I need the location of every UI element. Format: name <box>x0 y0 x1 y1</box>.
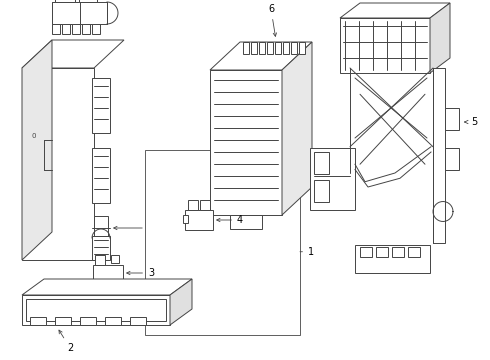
Bar <box>183 215 188 223</box>
Bar <box>340 18 430 73</box>
Bar <box>291 42 297 54</box>
Polygon shape <box>282 42 312 215</box>
Bar <box>376 247 388 257</box>
Bar <box>72 24 80 34</box>
Polygon shape <box>22 40 52 260</box>
Bar <box>445 108 459 130</box>
Bar <box>360 247 372 257</box>
Bar <box>188 200 198 210</box>
Bar <box>445 148 459 170</box>
Text: 0: 0 <box>32 133 36 139</box>
Bar <box>30 317 46 325</box>
Bar <box>243 42 249 54</box>
Polygon shape <box>170 279 192 325</box>
Bar <box>52 2 80 24</box>
Bar <box>210 70 282 215</box>
Bar <box>145 150 300 335</box>
Bar <box>80 317 96 325</box>
Bar <box>82 24 90 34</box>
Bar <box>105 317 121 325</box>
Text: 3: 3 <box>127 268 154 278</box>
Bar <box>251 42 257 54</box>
Bar <box>314 152 329 174</box>
Polygon shape <box>430 3 450 73</box>
Bar <box>52 2 107 24</box>
Bar <box>355 245 430 273</box>
Bar <box>130 317 146 325</box>
Polygon shape <box>210 42 312 70</box>
Bar <box>283 42 289 54</box>
Bar <box>94 216 108 236</box>
Bar <box>55 317 71 325</box>
Bar <box>314 180 329 202</box>
Bar <box>92 24 100 34</box>
Bar <box>52 24 60 34</box>
Text: 5: 5 <box>465 117 477 127</box>
Bar <box>92 148 110 203</box>
Bar <box>55 0 75 2</box>
Bar <box>433 68 445 243</box>
Polygon shape <box>340 3 450 18</box>
Text: 2: 2 <box>59 330 73 353</box>
Bar <box>200 200 210 210</box>
Bar <box>111 255 119 263</box>
Bar <box>299 42 305 54</box>
Text: 1: 1 <box>300 247 314 257</box>
Bar <box>95 255 105 265</box>
Bar <box>259 42 265 54</box>
Polygon shape <box>22 40 124 68</box>
Bar <box>22 68 94 260</box>
Bar <box>408 247 420 257</box>
Bar <box>230 215 262 229</box>
Bar <box>62 24 70 34</box>
Bar <box>310 148 355 210</box>
Text: 4: 4 <box>217 215 243 225</box>
Bar <box>22 295 170 325</box>
Bar <box>275 42 281 54</box>
Polygon shape <box>22 279 192 295</box>
Bar <box>26 299 166 321</box>
Bar <box>93 265 123 281</box>
Text: 6: 6 <box>268 4 276 36</box>
Bar <box>92 236 110 260</box>
Bar <box>92 78 110 133</box>
Bar <box>185 210 213 230</box>
Bar <box>79 0 97 2</box>
Bar <box>267 42 273 54</box>
Bar <box>392 247 404 257</box>
